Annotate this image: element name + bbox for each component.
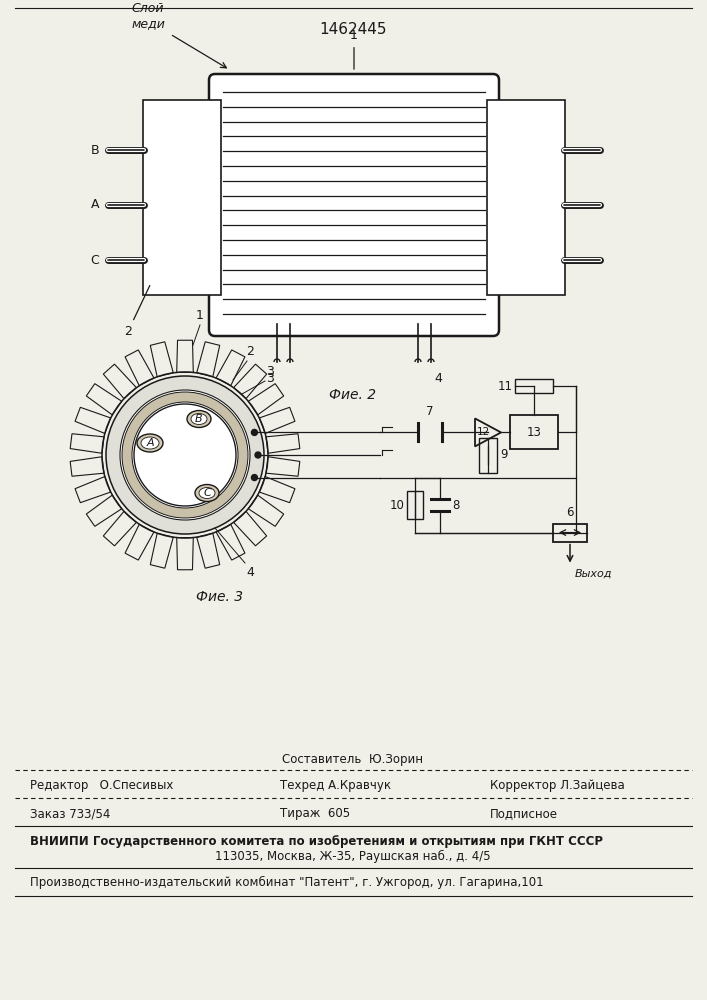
Text: Тираж  605: Тираж 605 xyxy=(280,808,350,820)
Ellipse shape xyxy=(195,485,219,502)
Text: Слой
меди: Слой меди xyxy=(131,2,165,30)
Text: C: C xyxy=(203,488,211,498)
Text: Корректор Л.Зайцева: Корректор Л.Зайцева xyxy=(490,780,625,792)
Circle shape xyxy=(252,475,257,481)
Text: Производственно-издательский комбинат "Патент", г. Ужгород, ул. Гагарина,101: Производственно-издательский комбинат "П… xyxy=(30,875,544,889)
FancyBboxPatch shape xyxy=(209,74,499,336)
Bar xyxy=(143,100,221,295)
Text: 2: 2 xyxy=(246,345,254,358)
Circle shape xyxy=(132,402,238,508)
Text: 7: 7 xyxy=(426,405,434,418)
Ellipse shape xyxy=(187,410,211,428)
Text: 9: 9 xyxy=(500,448,508,462)
Text: 13: 13 xyxy=(527,426,542,439)
Text: 10: 10 xyxy=(390,499,405,512)
Text: B: B xyxy=(195,414,203,424)
Text: A: A xyxy=(146,438,154,448)
Circle shape xyxy=(122,392,248,518)
Text: Фие. 2: Фие. 2 xyxy=(329,388,377,402)
Ellipse shape xyxy=(191,414,207,424)
Text: C: C xyxy=(90,253,99,266)
Text: 11: 11 xyxy=(498,380,513,393)
Text: Заказ 733/54: Заказ 733/54 xyxy=(30,808,110,820)
Text: Подписное: Подписное xyxy=(490,808,558,820)
Circle shape xyxy=(252,429,257,435)
Text: 1: 1 xyxy=(350,29,358,69)
Bar xyxy=(407,491,423,519)
Bar xyxy=(479,438,497,473)
Circle shape xyxy=(120,390,250,520)
Text: 1: 1 xyxy=(196,309,204,322)
Bar xyxy=(553,524,587,542)
Bar xyxy=(515,379,553,393)
Text: 8: 8 xyxy=(452,499,460,512)
Text: 3: 3 xyxy=(266,365,274,378)
Text: 4: 4 xyxy=(246,566,254,579)
Ellipse shape xyxy=(137,434,163,452)
Circle shape xyxy=(134,404,236,506)
Text: Фие. 3: Фие. 3 xyxy=(197,590,244,604)
Text: 12: 12 xyxy=(477,427,490,437)
Text: 2: 2 xyxy=(124,286,150,338)
Text: Техред А.Кравчук: Техред А.Кравчук xyxy=(280,780,391,792)
Circle shape xyxy=(106,376,264,534)
Ellipse shape xyxy=(141,437,159,449)
Text: B: B xyxy=(90,143,99,156)
Text: 6: 6 xyxy=(566,506,574,519)
Text: 113035, Москва, Ж-35, Раушская наб., д. 4/5: 113035, Москва, Ж-35, Раушская наб., д. … xyxy=(215,849,491,863)
Bar xyxy=(510,415,558,449)
Text: Составитель  Ю.Зорин: Составитель Ю.Зорин xyxy=(283,753,423,766)
Text: ВНИИПИ Государственного комитета по изобретениям и открытиям при ГКНТ СССР: ВНИИПИ Государственного комитета по изоб… xyxy=(30,834,603,848)
Bar xyxy=(487,100,565,295)
Text: 3: 3 xyxy=(266,372,274,385)
Text: Выход: Выход xyxy=(575,569,612,579)
Text: 1462445: 1462445 xyxy=(320,22,387,37)
Circle shape xyxy=(255,452,261,458)
Text: 4: 4 xyxy=(434,372,442,385)
Text: A: A xyxy=(90,198,99,212)
Text: Редактор   О.Спесивых: Редактор О.Спесивых xyxy=(30,780,173,792)
Ellipse shape xyxy=(199,488,215,498)
